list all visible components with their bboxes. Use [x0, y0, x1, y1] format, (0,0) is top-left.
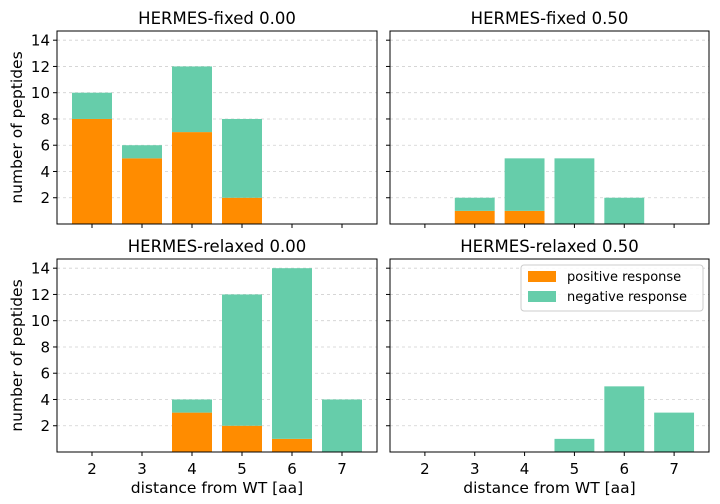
x-tick-label: 7 [337, 460, 347, 478]
bar-negative-4 [172, 399, 212, 413]
subplot-3: 2 4 6 8 10 12 14 2 3 4 5 6 7 HERMES-relaxed 0.00 dista… [8, 237, 378, 497]
y-tick-label: 8 [40, 338, 50, 356]
x-tick-label: 6 [287, 460, 297, 478]
y-tick-label: 6 [40, 137, 50, 155]
legend-swatch-negative [528, 291, 556, 302]
axes-frame [56, 30, 378, 225]
bar-negative-4 [172, 66, 212, 133]
bar-positive-5 [222, 197, 262, 224]
bar-positive-6 [272, 438, 312, 452]
bar-positive-4 [504, 210, 545, 224]
x-tick-label: 2 [87, 460, 97, 478]
y-tick-label: 2 [40, 417, 50, 435]
x-tick-label: 6 [619, 460, 629, 478]
x-tick-label: 2 [420, 460, 430, 478]
bar-negative-4 [504, 158, 545, 211]
bar-negative-5 [554, 438, 595, 452]
y-tick-label: 2 [40, 189, 50, 207]
x-tick-label: 4 [187, 460, 197, 478]
bar-negative-6 [604, 386, 645, 452]
x-axis-label: distance from WT [aa] [463, 479, 635, 497]
bar-negative-3 [454, 197, 495, 211]
bar-negative-7 [322, 399, 362, 452]
x-tick-label: 5 [237, 460, 247, 478]
axes-frame [389, 258, 710, 453]
bar-negative-5 [222, 118, 262, 198]
y-tick-label: 6 [40, 365, 50, 383]
y-tick-label: 12 [31, 286, 50, 304]
bar-negative-5 [222, 294, 262, 426]
x-tick-label: 5 [570, 460, 580, 478]
bar-positive-3 [122, 158, 162, 224]
subplot-4: 2 3 4 5 6 7 HERMES-relaxed 0.50 distance from W… [386, 237, 710, 497]
y-tick-label: 14 [31, 260, 50, 278]
bar-positive-4 [172, 412, 212, 452]
legend-swatch-positive [528, 271, 556, 282]
x-tick-label: 3 [137, 460, 147, 478]
y-tick-label: 14 [31, 32, 50, 50]
y-axis-label: number of peptides [8, 51, 26, 203]
y-tick-label: 4 [40, 163, 50, 181]
subplot-title: HERMES-relaxed 0.00 [128, 237, 307, 256]
y-tick-label: 12 [31, 58, 50, 76]
bar-positive-3 [454, 210, 495, 224]
axes-frame [389, 30, 710, 225]
subplot-2: HERMES-fixed 0.50 [386, 9, 710, 228]
y-tick-label: 10 [31, 312, 50, 330]
bar-negative-2 [72, 92, 112, 119]
legend-label: negative response [567, 290, 687, 305]
bar-negative-7 [654, 412, 695, 452]
bar-negative-5 [554, 158, 595, 224]
subplot-1: 2 4 6 8 10 12 14 HERMES-fixed 0.00 number of pep… [8, 9, 378, 228]
y-axis-label: number of peptides [8, 279, 26, 431]
axes-frame [56, 258, 378, 453]
x-tick-label: 4 [520, 460, 530, 478]
bar-negative-3 [122, 145, 162, 159]
x-tick-label: 7 [669, 460, 679, 478]
bar-positive-4 [172, 132, 212, 224]
legend-box [520, 264, 704, 312]
subplot-title: HERMES-relaxed 0.50 [460, 237, 639, 256]
x-tick-label: 3 [470, 460, 480, 478]
y-tick-label: 4 [40, 391, 50, 409]
bar-negative-6 [604, 197, 645, 224]
y-tick-label: 8 [40, 110, 50, 128]
bar-positive-2 [72, 118, 112, 224]
y-tick-label: 10 [31, 84, 50, 102]
x-axis-label: distance from WT [aa] [131, 479, 303, 497]
subplot-title: HERMES-fixed 0.50 [471, 9, 629, 28]
bar-positive-5 [222, 425, 262, 452]
legend-label: positive response [567, 270, 681, 285]
bar-negative-6 [272, 268, 312, 439]
subplot-title: HERMES-fixed 0.00 [138, 9, 296, 28]
